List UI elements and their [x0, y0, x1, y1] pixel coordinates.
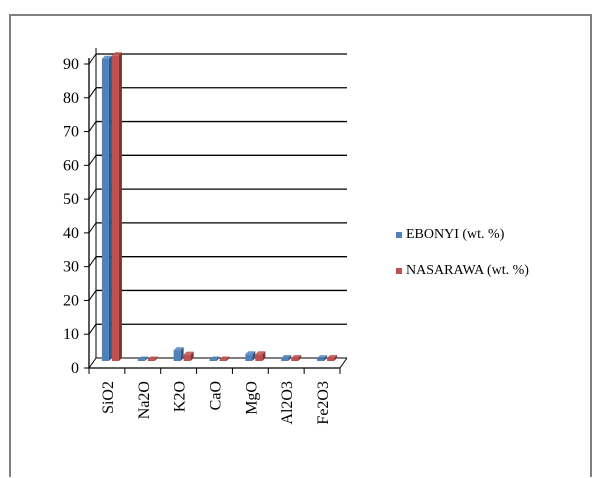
bar [281, 357, 289, 361]
bar-side [118, 52, 122, 362]
bar-top [281, 354, 292, 358]
x-tick-label: Al2O3 [279, 381, 296, 425]
x-tick-label: MgO [243, 381, 260, 415]
bar-side [298, 354, 302, 361]
grid-side-edge [88, 53, 97, 65]
bar-top [209, 356, 220, 360]
bar-side [108, 55, 112, 361]
legend-label-nasarawa: NASARAWA (wt. %) [406, 263, 529, 278]
grid-side-edge [88, 188, 97, 200]
bar-top [291, 354, 302, 358]
bar-top [147, 356, 158, 360]
bars [101, 52, 338, 362]
bar-top [327, 354, 338, 358]
axes [84, 48, 348, 374]
grid-side-edge [88, 222, 97, 234]
bar-top [111, 52, 122, 56]
grid-side-edge [88, 323, 97, 335]
bar [209, 359, 217, 361]
bar-side [216, 356, 220, 361]
y-tick-label: 70 [63, 124, 79, 141]
y-tick-label: 90 [63, 56, 79, 73]
x-tick-label: Fe2O3 [315, 381, 332, 425]
bar [291, 357, 299, 361]
bar-side [262, 351, 266, 361]
bar-side [154, 356, 158, 361]
legend: EBONYI (wt. %) NASARAWA (wt. %) [396, 226, 529, 298]
y-tick-label: 30 [63, 259, 79, 276]
legend-label-ebonyi: EBONYI (wt. %) [406, 227, 505, 242]
bar-top [255, 351, 266, 355]
grid-side-edge [88, 256, 97, 267]
bar-top [245, 351, 256, 355]
bar [183, 354, 191, 361]
bar-side [180, 347, 184, 361]
legend-item-nasarawa: NASARAWA (wt. %) [396, 262, 529, 280]
bar-top [173, 347, 184, 351]
bar-side [252, 351, 256, 361]
y-tick-label: 0 [71, 360, 79, 377]
bar-side [288, 354, 292, 361]
bar-top [101, 55, 112, 59]
legend-item-ebonyi: EBONYI (wt. %) [396, 226, 529, 244]
bar [327, 357, 335, 361]
tick-labels: 0 10 20 30 40 50 60 70 80 90 SiO2 Na2O K2O CaO MgO Al2O… [63, 56, 332, 425]
y-tick-label: 80 [63, 90, 79, 107]
gridlines [88, 53, 347, 369]
bar-side [190, 351, 194, 361]
x-tick-label: Na2O [136, 381, 153, 419]
y-tick-label: 50 [63, 191, 79, 208]
bar-top [137, 356, 148, 360]
bar [255, 354, 263, 361]
bar [101, 58, 109, 361]
bar [245, 354, 253, 361]
grid-side-edge [88, 155, 97, 166]
bar-side [324, 355, 328, 361]
bar-side [144, 356, 148, 361]
grid-side-edge [88, 357, 97, 369]
bar [137, 359, 145, 361]
bar [173, 350, 181, 361]
floor-right-edge [339, 357, 348, 369]
bar-top [219, 356, 230, 360]
y-tick-label: 40 [63, 225, 79, 242]
x-tick-label: SiO2 [100, 381, 117, 414]
grid-side-edge [88, 121, 97, 132]
x-tick-label: CaO [208, 381, 225, 410]
y-tick-label: 10 [63, 326, 79, 343]
legend-swatch-nasarawa [396, 268, 402, 274]
grid-side-edge [88, 290, 97, 301]
y-tick-label: 60 [63, 157, 79, 174]
bar-side [226, 356, 230, 361]
bar-top [183, 351, 194, 355]
y-tick-label: 20 [63, 292, 79, 309]
bar-side [334, 354, 338, 361]
bar [219, 359, 227, 361]
bar [317, 358, 325, 361]
grid-side-edge [88, 87, 97, 99]
bar [111, 55, 119, 362]
bar-top [317, 355, 328, 359]
bar [147, 359, 155, 361]
legend-swatch-ebonyi [396, 232, 402, 238]
x-tick-label: K2O [172, 381, 189, 412]
